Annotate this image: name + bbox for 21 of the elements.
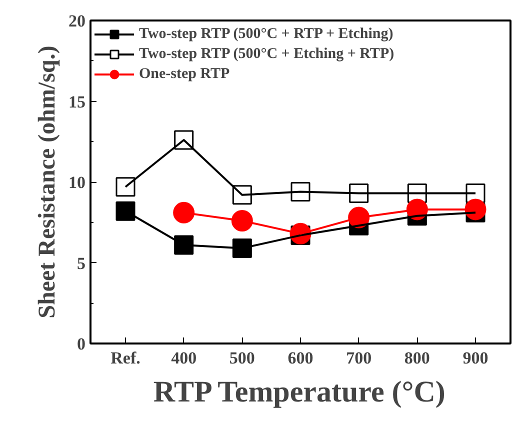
x-tick-label: 700 xyxy=(346,348,372,368)
x-tick-label: Ref. xyxy=(110,348,140,368)
y-tick-label: 20 xyxy=(68,12,86,30)
legend-label: One-step RTP xyxy=(139,66,230,82)
x-tick-label: 400 xyxy=(171,348,197,368)
x-tick-label: 800 xyxy=(404,348,430,368)
y-tick-label: 10 xyxy=(68,173,86,192)
point xyxy=(116,177,136,197)
y-tick-label: 5 xyxy=(77,254,86,273)
y-tick-label: 15 xyxy=(68,92,86,112)
y-axis-title: Sheet Resistance (ohm/sq.) xyxy=(34,46,60,318)
legend-label: Two-step RTP (500°C + Etching + RTP) xyxy=(139,46,394,62)
x-axis-title: RTP Temperature (°C) xyxy=(153,376,446,408)
point xyxy=(173,202,195,224)
y-tick-label: 0 xyxy=(77,334,86,354)
x-tick-label: 500 xyxy=(229,348,255,368)
point xyxy=(232,238,252,258)
x-tick-label: 900 xyxy=(462,348,488,368)
legend-label: Two-step RTP (500°C + RTP + Etching) xyxy=(139,26,394,42)
x-tick-label: 600 xyxy=(288,348,314,368)
point xyxy=(116,201,136,221)
